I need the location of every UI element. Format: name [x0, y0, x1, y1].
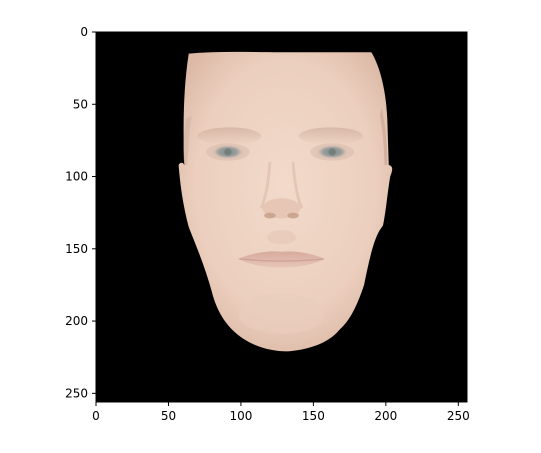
y-tick-label: 0: [80, 25, 88, 39]
x-tick-label: 50: [161, 409, 176, 423]
lips: [238, 251, 325, 268]
y-tick-label: 100: [65, 170, 88, 184]
right-pupil: [328, 148, 336, 156]
y-tick-label: 200: [65, 314, 88, 328]
left-pupil: [224, 148, 232, 156]
x-axis: 0 50 100 150 200 250: [92, 402, 470, 423]
face: [178, 51, 393, 352]
right-brow: [298, 127, 363, 145]
x-tick-label: 250: [447, 409, 470, 423]
axes-spines: [95, 31, 468, 403]
y-tick-label: 250: [65, 386, 88, 400]
y-axis: 0 50 100 150 200 250: [65, 25, 96, 400]
y-tick-label: 50: [73, 97, 88, 111]
x-tick-label: 200: [374, 409, 397, 423]
y-tick-label: 150: [65, 242, 88, 256]
lip-line: [239, 258, 324, 262]
chin-shade: [238, 293, 325, 335]
x-tick-label: 100: [229, 409, 252, 423]
hairline-shade-right: [380, 107, 388, 165]
left-nostril: [264, 212, 276, 219]
x-tick-label: 150: [302, 409, 325, 423]
hairline-shade: [183, 115, 192, 165]
axes-frame: [95, 31, 468, 403]
nose-bridge-right: [291, 161, 304, 209]
nose-bridge: [259, 161, 272, 209]
x-tick-label: 0: [92, 409, 100, 423]
face-image: [96, 32, 467, 402]
upper-lip-shade: [267, 230, 296, 245]
left-brow: [197, 127, 262, 145]
right-nostril: [287, 212, 299, 219]
